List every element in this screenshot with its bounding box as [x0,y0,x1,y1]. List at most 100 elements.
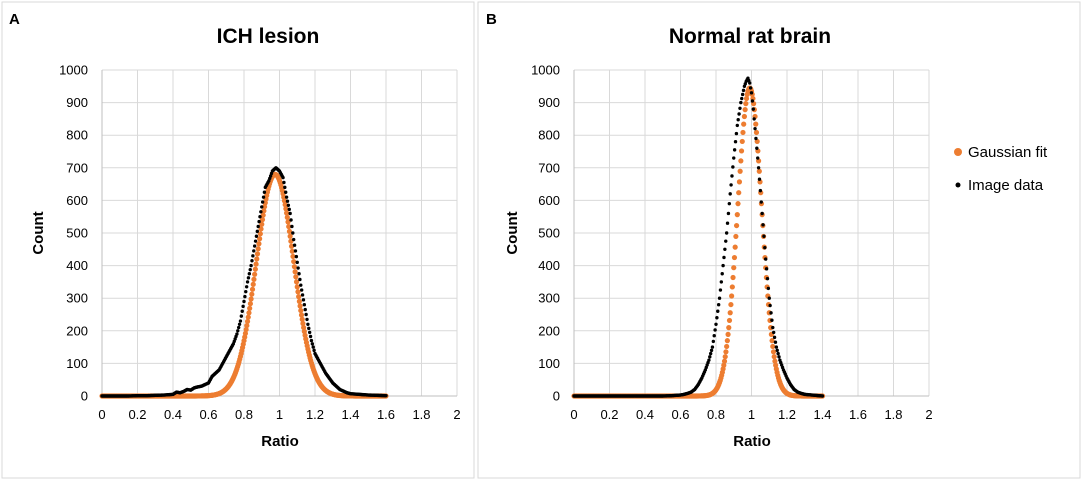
gaussian-fit-point [724,338,730,344]
image-data-point [304,312,308,317]
image-data-point [239,314,244,318]
gaussian-fit-point [297,303,303,309]
gaussian-fit-point [291,258,297,265]
gaussian-fit-point [743,95,750,102]
panel-a-x-tick-label: 0.6 [199,407,217,422]
gaussian-fit-point [729,293,735,299]
image-data-point [777,355,781,359]
image-data-point [768,303,772,308]
gaussian-fit-point [256,241,262,247]
image-data-point [306,322,310,326]
image-data-point [754,136,758,141]
image-data-point [710,345,715,349]
image-data-point [716,303,721,307]
panel-a-x-ticks: 0 0.2 0.4 0.6 0.8 1 1.2 1.4 1.6 1.8 2 [98,407,460,422]
panel-a: A ICH lesion 0 0.2 0.4 0.6 0.8 1 1.2 1.4 1.6 1.8 2… [1,1,475,479]
image-data-point [750,99,755,103]
image-data-point [737,112,741,116]
image-data-point [311,345,315,349]
image-data-point [734,131,739,136]
image-data-point [720,272,724,276]
gaussian-fit-point [300,320,306,327]
image-data-point [307,330,312,335]
legend-marker-image-data [955,182,961,188]
gaussian-fit-point [293,279,300,285]
panel-a-y-tick-label: 600 [66,193,88,208]
gaussian-fit-point [244,322,250,329]
image-data-point [755,146,759,150]
panel-b-title: Normal rat brain [669,25,831,48]
panel-a-y-tick-label: 200 [66,323,88,338]
gaussian-fit-point [741,121,747,127]
panel-b-y-tick-label: 100 [538,356,560,371]
image-data-point [244,289,248,294]
image-data-point [244,285,249,289]
panel-b-y-tick-label: 200 [538,323,560,338]
image-data-point [260,205,264,209]
image-data-point [245,280,250,284]
panel-a-series [99,166,389,399]
gaussian-fit-point [296,294,302,300]
image-data-point [735,123,739,128]
gaussian-fit-point [742,107,748,113]
image-data-point [303,307,307,312]
image-data-point [738,106,742,111]
image-data-point [307,326,311,331]
panel-a-x-tick-label: 1.2 [306,407,324,422]
panel-a-y-ticks: 0 100 200 300 400 500 600 700 800 900 1000 [59,63,88,404]
image-data-point [255,229,260,234]
gaussian-fit-point [770,349,777,355]
gaussian-fit-point [290,253,296,260]
gaussian-fit-point [299,316,305,322]
image-data-point [238,319,243,323]
panel-b-x-tick-label: 1.8 [884,407,902,422]
panel-a-x-tick-label: 1 [276,407,283,422]
panel-a-x-tick-label: 1.6 [377,407,395,422]
panel-b-border [477,1,1081,479]
panel-a-y-tick-label: 1000 [59,63,88,78]
gaussian-fit-point [252,271,258,277]
gaussian-fit-point [289,248,295,254]
image-data-point [262,190,267,194]
image-data-point [309,338,314,343]
image-data-point [250,259,254,263]
gaussian-fit-point [770,343,776,350]
gaussian-fit-point [298,307,304,314]
gaussian-fit-point [282,202,288,208]
panel-a-x-tick-label: 1.8 [412,407,430,422]
gaussian-fit-point [248,296,254,302]
gaussian-fit-point [738,158,744,164]
legend-label-gaussian-fit: Gaussian fit [968,144,1048,161]
panel-b-x-tick-label: 0 [570,407,577,422]
image-data-point [260,200,265,204]
gaussian-fit-point [288,243,295,249]
image-data-point [748,81,752,85]
image-data-point [771,325,775,330]
panel-a-y-tick-label: 700 [66,160,88,175]
image-data-point [312,348,316,353]
gaussian-fit-point [731,254,738,261]
image-data-point [712,333,716,338]
image-data-point [763,245,767,250]
gaussian-fit-point [246,310,252,316]
panel-a-y-tick-label: 400 [66,258,88,273]
gaussian-fit-point [249,286,256,292]
image-data-point [724,239,728,243]
image-data-point [237,322,242,326]
image-data-point [283,185,287,190]
panel-b-label: B [486,11,497,28]
image-data-point [252,249,256,253]
image-data-point [246,276,251,280]
image-data-point [774,345,779,349]
gaussian-fit-point [740,129,746,136]
gaussian-fit-point [736,190,742,196]
image-data-point [292,243,297,247]
image-data-point [292,237,296,242]
legend-marker-gaussian-fit [954,148,962,156]
gaussian-fit-point [286,223,292,230]
panel-a-y-tick-label: 800 [66,128,88,143]
panel-b-y-tick-label: 700 [538,160,560,175]
gaussian-fit-point [284,210,290,216]
image-data-point [299,288,304,292]
image-data-point [756,166,761,170]
